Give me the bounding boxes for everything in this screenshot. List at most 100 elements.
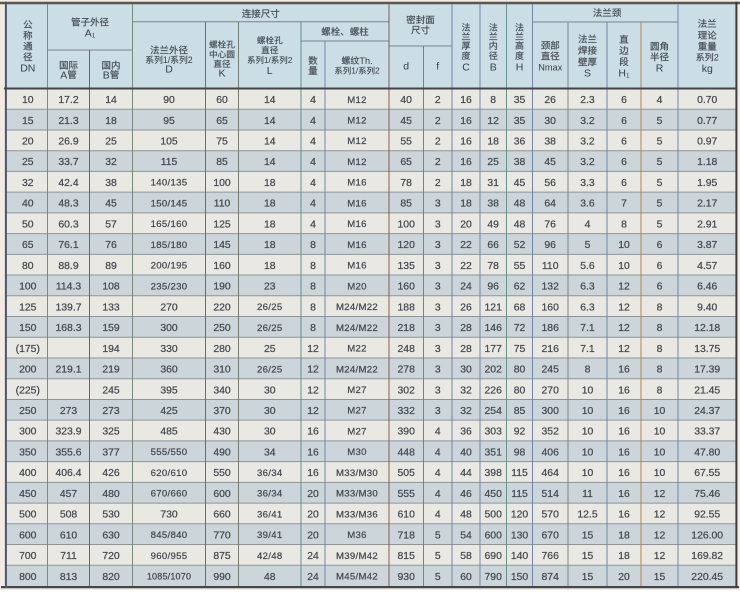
svg-text:26/25: 26/25 — [257, 323, 283, 334]
svg-text:5: 5 — [657, 137, 663, 148]
svg-text:18: 18 — [264, 199, 276, 210]
svg-text:M24/M22: M24/M22 — [336, 364, 378, 375]
svg-text:160: 160 — [398, 282, 416, 293]
svg-text:12: 12 — [307, 385, 319, 396]
svg-text:120: 120 — [511, 510, 529, 521]
svg-text:38: 38 — [514, 157, 526, 168]
svg-text:M33/M30: M33/M30 — [336, 468, 378, 479]
svg-text:450: 450 — [19, 489, 37, 500]
svg-text:120: 120 — [398, 240, 416, 251]
svg-text:115: 115 — [511, 489, 528, 500]
svg-text:M27: M27 — [347, 385, 367, 396]
svg-text:18: 18 — [264, 240, 276, 251]
svg-text:12: 12 — [618, 282, 630, 293]
svg-text:64: 64 — [544, 199, 556, 210]
svg-text:38: 38 — [544, 137, 556, 148]
svg-text:8: 8 — [310, 261, 316, 272]
svg-text:16: 16 — [460, 116, 472, 127]
svg-text:16: 16 — [460, 157, 472, 168]
svg-text:1.95: 1.95 — [697, 178, 717, 189]
svg-text:80: 80 — [514, 385, 526, 396]
svg-text:5: 5 — [585, 240, 591, 251]
svg-text:139.7: 139.7 — [55, 302, 81, 313]
svg-text:350: 350 — [19, 448, 37, 459]
svg-text:95: 95 — [163, 116, 175, 127]
svg-text:26: 26 — [544, 95, 556, 106]
svg-text:160: 160 — [213, 261, 231, 272]
svg-text:8: 8 — [657, 385, 663, 396]
svg-text:5: 5 — [657, 178, 663, 189]
svg-text:250: 250 — [213, 323, 231, 334]
svg-text:670: 670 — [542, 530, 560, 541]
svg-text:M16: M16 — [347, 219, 367, 230]
svg-text:226: 226 — [485, 385, 503, 396]
svg-text:270: 270 — [542, 385, 560, 396]
svg-text:40: 40 — [400, 95, 412, 106]
svg-text:12: 12 — [487, 116, 499, 127]
svg-text:C: C — [462, 61, 470, 73]
svg-text:550: 550 — [213, 468, 231, 479]
svg-text:0.97: 0.97 — [697, 137, 717, 148]
svg-text:718: 718 — [398, 530, 416, 541]
svg-text:115: 115 — [161, 157, 178, 168]
svg-text:85: 85 — [514, 406, 526, 417]
svg-text:4: 4 — [310, 178, 316, 189]
svg-text:M27: M27 — [347, 426, 367, 437]
svg-text:14: 14 — [105, 95, 117, 106]
svg-text:65: 65 — [22, 240, 34, 251]
svg-text:55: 55 — [400, 137, 412, 148]
svg-text:130: 130 — [511, 530, 529, 541]
svg-text:10: 10 — [654, 448, 666, 459]
svg-text:15: 15 — [582, 551, 594, 562]
svg-text:54: 54 — [460, 530, 472, 541]
svg-text:202: 202 — [485, 365, 503, 376]
svg-text:323.9: 323.9 — [55, 427, 81, 438]
svg-text:140: 140 — [511, 551, 529, 562]
svg-text:254: 254 — [485, 406, 503, 417]
svg-text:M22: M22 — [347, 344, 367, 355]
svg-text:6: 6 — [657, 282, 663, 293]
svg-text:88.9: 88.9 — [58, 261, 78, 272]
svg-text:3: 3 — [435, 385, 441, 396]
svg-text:25: 25 — [22, 157, 34, 168]
svg-text:310: 310 — [213, 365, 231, 376]
svg-text:46: 46 — [460, 489, 472, 500]
svg-text:20: 20 — [307, 489, 319, 500]
svg-text:4: 4 — [435, 427, 441, 438]
svg-text:6.3: 6.3 — [580, 302, 595, 313]
svg-text:17.2: 17.2 — [58, 95, 78, 106]
svg-text:2: 2 — [435, 178, 441, 189]
svg-text:177: 177 — [485, 344, 503, 355]
svg-text:A: A — [60, 69, 67, 81]
svg-text:150: 150 — [19, 323, 37, 334]
svg-text:55: 55 — [514, 261, 526, 272]
svg-text:72: 72 — [514, 323, 526, 334]
svg-text:5: 5 — [657, 116, 663, 127]
svg-text:845/840: 845/840 — [151, 530, 188, 541]
svg-text:406: 406 — [542, 448, 560, 459]
svg-text:M20: M20 — [347, 281, 367, 292]
svg-text:125: 125 — [213, 219, 231, 230]
svg-text:38: 38 — [487, 199, 499, 210]
svg-text:6: 6 — [657, 240, 663, 251]
svg-text:16: 16 — [618, 385, 630, 396]
svg-text:76: 76 — [544, 219, 556, 230]
svg-text:114.3: 114.3 — [56, 282, 81, 293]
svg-text:2: 2 — [714, 52, 719, 62]
svg-text:33.7: 33.7 — [58, 157, 78, 168]
svg-text:48: 48 — [460, 510, 472, 521]
svg-text:16: 16 — [460, 95, 472, 106]
svg-text:5: 5 — [657, 199, 663, 210]
svg-text:78: 78 — [400, 178, 412, 189]
svg-text:406.4: 406.4 — [55, 468, 81, 479]
svg-text:4: 4 — [585, 219, 591, 230]
svg-text:4: 4 — [310, 219, 316, 230]
svg-text:80: 80 — [22, 261, 34, 272]
svg-text:11: 11 — [582, 489, 593, 500]
svg-text:570: 570 — [542, 510, 560, 521]
svg-text:28: 28 — [460, 323, 472, 334]
svg-text:K: K — [219, 68, 226, 80]
svg-text:273: 273 — [102, 406, 120, 417]
svg-text:280: 280 — [213, 344, 231, 355]
svg-text:12: 12 — [307, 365, 319, 376]
